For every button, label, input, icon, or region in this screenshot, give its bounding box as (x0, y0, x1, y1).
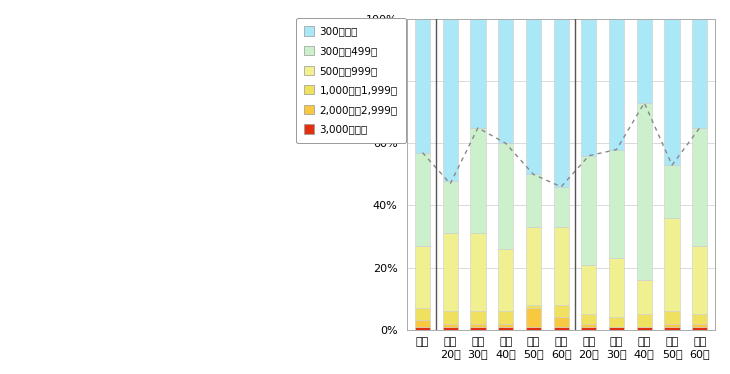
Bar (692, 19, 707, 128)
Bar (664, 311, 680, 324)
Bar (442, 324, 458, 327)
Bar (581, 327, 596, 330)
Bar (664, 327, 680, 330)
Bar (553, 327, 569, 330)
Bar (526, 19, 541, 174)
Bar (609, 317, 624, 327)
Bar (581, 314, 596, 324)
Bar (664, 19, 680, 165)
Bar (498, 249, 513, 311)
Bar (553, 305, 569, 317)
Bar (526, 227, 541, 305)
Bar (553, 317, 569, 327)
Bar (415, 327, 430, 330)
Bar (470, 324, 485, 327)
Bar (664, 324, 680, 327)
Bar (415, 153, 430, 246)
Bar (637, 280, 652, 314)
Bar (526, 327, 541, 330)
Bar (609, 327, 624, 330)
Bar (470, 327, 485, 330)
Bar (692, 314, 707, 324)
Bar (692, 128, 707, 246)
Bar (442, 19, 458, 181)
Bar (581, 19, 596, 156)
Bar (581, 156, 596, 264)
Bar (442, 181, 458, 233)
Bar (415, 308, 430, 321)
Bar (470, 19, 485, 128)
Bar (553, 227, 569, 305)
Bar (442, 233, 458, 311)
Bar (498, 324, 513, 327)
Bar (637, 103, 652, 280)
Bar (470, 233, 485, 311)
Bar (637, 314, 652, 327)
Bar (526, 174, 541, 227)
Bar (609, 150, 624, 258)
Legend: 300円未満, 300円～499円, 500円～999円, 1,000円～1,999円, 2,000円～2,999円, 3,000円以上: 300円未満, 300円～499円, 500円～999円, 1,000円～1,9… (296, 18, 406, 143)
Bar (498, 19, 513, 143)
Bar (664, 165, 680, 218)
Bar (498, 327, 513, 330)
Bar (526, 305, 541, 308)
Bar (609, 19, 624, 150)
Bar (498, 143, 513, 249)
Bar (415, 19, 430, 153)
Bar (553, 19, 569, 187)
Bar (526, 308, 541, 327)
Bar (692, 246, 707, 314)
Bar (637, 327, 652, 330)
Bar (664, 218, 680, 311)
Bar (470, 311, 485, 324)
Bar (637, 19, 652, 103)
Bar (692, 327, 707, 330)
Bar (442, 327, 458, 330)
Bar (692, 324, 707, 327)
Bar (581, 324, 596, 327)
Bar (415, 321, 430, 327)
Bar (581, 264, 596, 314)
Bar (470, 128, 485, 233)
Bar (442, 311, 458, 324)
Bar (609, 258, 624, 317)
Bar (415, 246, 430, 308)
Bar (498, 311, 513, 324)
Bar (553, 187, 569, 227)
